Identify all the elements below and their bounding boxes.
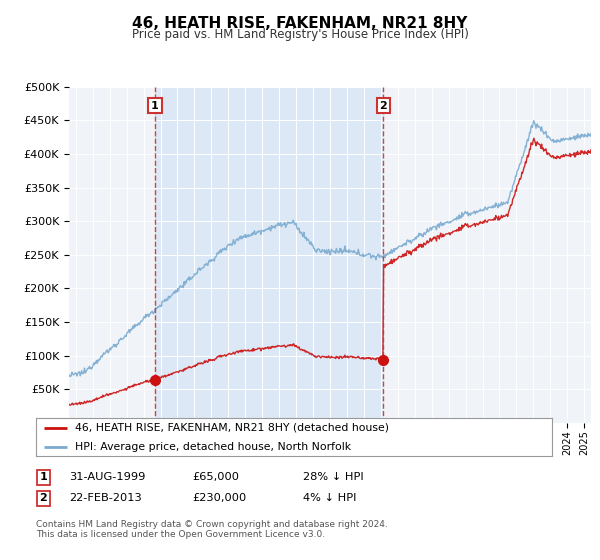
- Text: 22-FEB-2013: 22-FEB-2013: [69, 493, 142, 503]
- Text: Price paid vs. HM Land Registry's House Price Index (HPI): Price paid vs. HM Land Registry's House …: [131, 28, 469, 41]
- Text: £65,000: £65,000: [192, 472, 239, 482]
- Text: 2: 2: [40, 493, 47, 503]
- Text: 31-AUG-1999: 31-AUG-1999: [69, 472, 145, 482]
- Text: 4% ↓ HPI: 4% ↓ HPI: [303, 493, 356, 503]
- Text: 28% ↓ HPI: 28% ↓ HPI: [303, 472, 364, 482]
- Text: 1: 1: [151, 101, 159, 111]
- Bar: [155, 87, 383, 423]
- Text: 2: 2: [379, 101, 387, 111]
- Text: 46, HEATH RISE, FAKENHAM, NR21 8HY (detached house): 46, HEATH RISE, FAKENHAM, NR21 8HY (deta…: [74, 423, 389, 433]
- Text: 46, HEATH RISE, FAKENHAM, NR21 8HY: 46, HEATH RISE, FAKENHAM, NR21 8HY: [133, 16, 467, 31]
- Text: 1: 1: [40, 472, 47, 482]
- Text: HPI: Average price, detached house, North Norfolk: HPI: Average price, detached house, Nort…: [74, 442, 351, 452]
- Text: £230,000: £230,000: [192, 493, 246, 503]
- Text: Contains HM Land Registry data © Crown copyright and database right 2024.
This d: Contains HM Land Registry data © Crown c…: [36, 520, 388, 539]
